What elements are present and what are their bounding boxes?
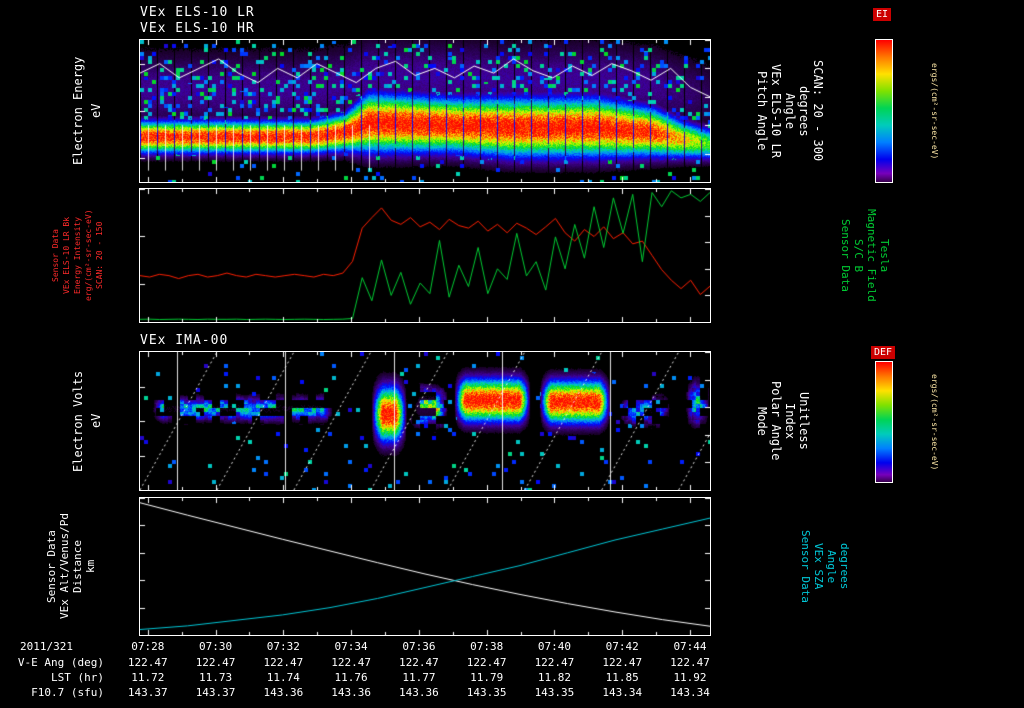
- info-row-value: 143.37: [127, 686, 168, 699]
- info-row-value: 143.36: [263, 686, 304, 699]
- panel4-left-axis-title-line1: VEx Alt/Venus/Pd: [58, 513, 71, 620]
- panel1-right-axis-title-line4: SCAN: 20 - 300: [811, 60, 825, 162]
- panel1-y-axis-label: Electron Energy: [71, 56, 85, 166]
- panel2-right-axis-title-line1: S/C B: [852, 238, 865, 273]
- panel3-right-axis-title-line0: Mode: [755, 406, 769, 436]
- colorbar1-quantity-badge: EI: [873, 8, 892, 21]
- panel4-left-axis-title-line3: km: [84, 559, 97, 574]
- panel1-title-line2: VEx ELS-10 HR: [140, 21, 255, 36]
- panel2-line-plot: [139, 188, 711, 323]
- panel4-left-axis-title-line0: Sensor Data: [45, 530, 58, 603]
- panel4-right-axis-title-line1: VEx SZA: [812, 543, 825, 590]
- panel3-right-axis-title-line1: Polar Angle: [769, 381, 783, 461]
- info-row-value: 122.47: [331, 656, 371, 669]
- colorbar2-units: ergs/(cm²-sr-sec-eV): [930, 373, 939, 471]
- info-row-value: 143.36: [399, 686, 439, 699]
- info-row-label: LST (hr): [51, 671, 104, 684]
- colorbar2-quantity-badge: DEF: [871, 346, 896, 359]
- panel1-y-axis-unit: eV: [89, 103, 103, 119]
- panel3-title: VEx IMA-00: [140, 333, 229, 348]
- time-tick-label: 07:44: [673, 640, 707, 653]
- info-row-value: 122.47: [263, 656, 304, 669]
- info-row-label: F10.7 (sfu): [31, 686, 104, 699]
- panel4-line-plot: [139, 497, 711, 636]
- time-tick-label: 07:30: [199, 640, 233, 653]
- info-row-value: 143.35: [534, 686, 575, 699]
- info-row-value: 11.77: [402, 671, 436, 684]
- info-row-value: 122.47: [670, 656, 710, 669]
- colorbar1-units: ergs/(cm²-sr-sec-eV): [930, 62, 939, 160]
- panel1-right-axis-title-line3: degrees: [797, 85, 811, 137]
- info-row-value: 11.76: [334, 671, 368, 684]
- info-row-value: 122.47: [466, 656, 507, 669]
- panel3-y-axis-unit: eV: [89, 413, 103, 429]
- info-row-value: 143.34: [602, 686, 643, 699]
- time-tick-label: 07:40: [537, 640, 571, 653]
- date-label: 2011/321: [20, 640, 73, 653]
- info-row-value: 11.79: [470, 671, 504, 684]
- info-row-value: 11.85: [605, 671, 639, 684]
- info-row-value: 122.47: [534, 656, 575, 669]
- panel3-right-axis-title-line3: Unitless: [797, 392, 811, 450]
- colorbar1: [875, 39, 893, 183]
- info-row-value: 11.74: [266, 671, 300, 684]
- info-row-value: 11.82: [537, 671, 571, 684]
- panel2-right-axis-title-line0: Sensor Data: [839, 219, 852, 292]
- panel3-ima-spectrogram: [139, 351, 711, 491]
- panel2-right-axis-title-line3: Tesla: [878, 238, 891, 273]
- time-tick-label: 07:38: [470, 640, 504, 653]
- panel1-els-spectrogram: [139, 39, 711, 183]
- time-tick-label: 07:36: [402, 640, 436, 653]
- panel2-left-axis-title-line2: Energy Intensity: [73, 216, 82, 295]
- info-row-value: 11.73: [199, 671, 233, 684]
- panel3-y-axis-label: Electron Volts: [71, 370, 85, 472]
- info-row-label: V-E Ang (deg): [17, 656, 104, 669]
- info-row-value: 143.34: [670, 686, 710, 699]
- info-row-value: 143.36: [331, 686, 371, 699]
- panel1-right-axis-title-line0: Pitch Angle: [755, 71, 769, 151]
- panel1-right-axis-title-line2: Angle: [783, 92, 797, 130]
- panel4-right-axis-title-line3: degrees: [838, 543, 851, 590]
- time-tick-label: 07:34: [334, 640, 368, 653]
- panel2-left-axis-title-line0: Sensor Data: [51, 229, 60, 282]
- panel2-left-axis-title-line4: SCAN: 20 - 150: [95, 221, 104, 290]
- panel1-title-line1: VEx ELS-10 LR: [140, 5, 255, 20]
- info-row-value: 143.37: [195, 686, 236, 699]
- panel4-right-axis-title-line0: Sensor Data: [799, 530, 812, 603]
- time-tick-label: 07:32: [266, 640, 300, 653]
- colorbar2: [875, 361, 893, 483]
- info-row-value: 122.47: [195, 656, 236, 669]
- panel4-left-axis-title-line2: Distance: [71, 540, 84, 593]
- time-tick-label: 07:28: [131, 640, 165, 653]
- panel2-right-axis-title-line2: Magnetic Field: [865, 209, 878, 302]
- info-row-value: 122.47: [127, 656, 168, 669]
- info-row-value: 11.72: [131, 671, 165, 684]
- panel1-right-axis-title-line1: VEx ELS-10 LR: [769, 64, 783, 158]
- info-row-value: 122.47: [399, 656, 439, 669]
- info-row-value: 122.47: [602, 656, 643, 669]
- panel2-left-axis-title-line3: erg/(cm²-sr-sec-eV): [84, 209, 93, 302]
- info-row-value: 11.92: [673, 671, 707, 684]
- time-tick-label: 07:42: [605, 640, 639, 653]
- panel3-right-axis-title-line2: Index: [783, 402, 797, 440]
- panel2-left-axis-title-line1: VEx ELS-10 LR Bk: [62, 216, 71, 295]
- info-row-value: 143.35: [466, 686, 507, 699]
- panel4-right-axis-title-line2: Angle: [825, 549, 838, 584]
